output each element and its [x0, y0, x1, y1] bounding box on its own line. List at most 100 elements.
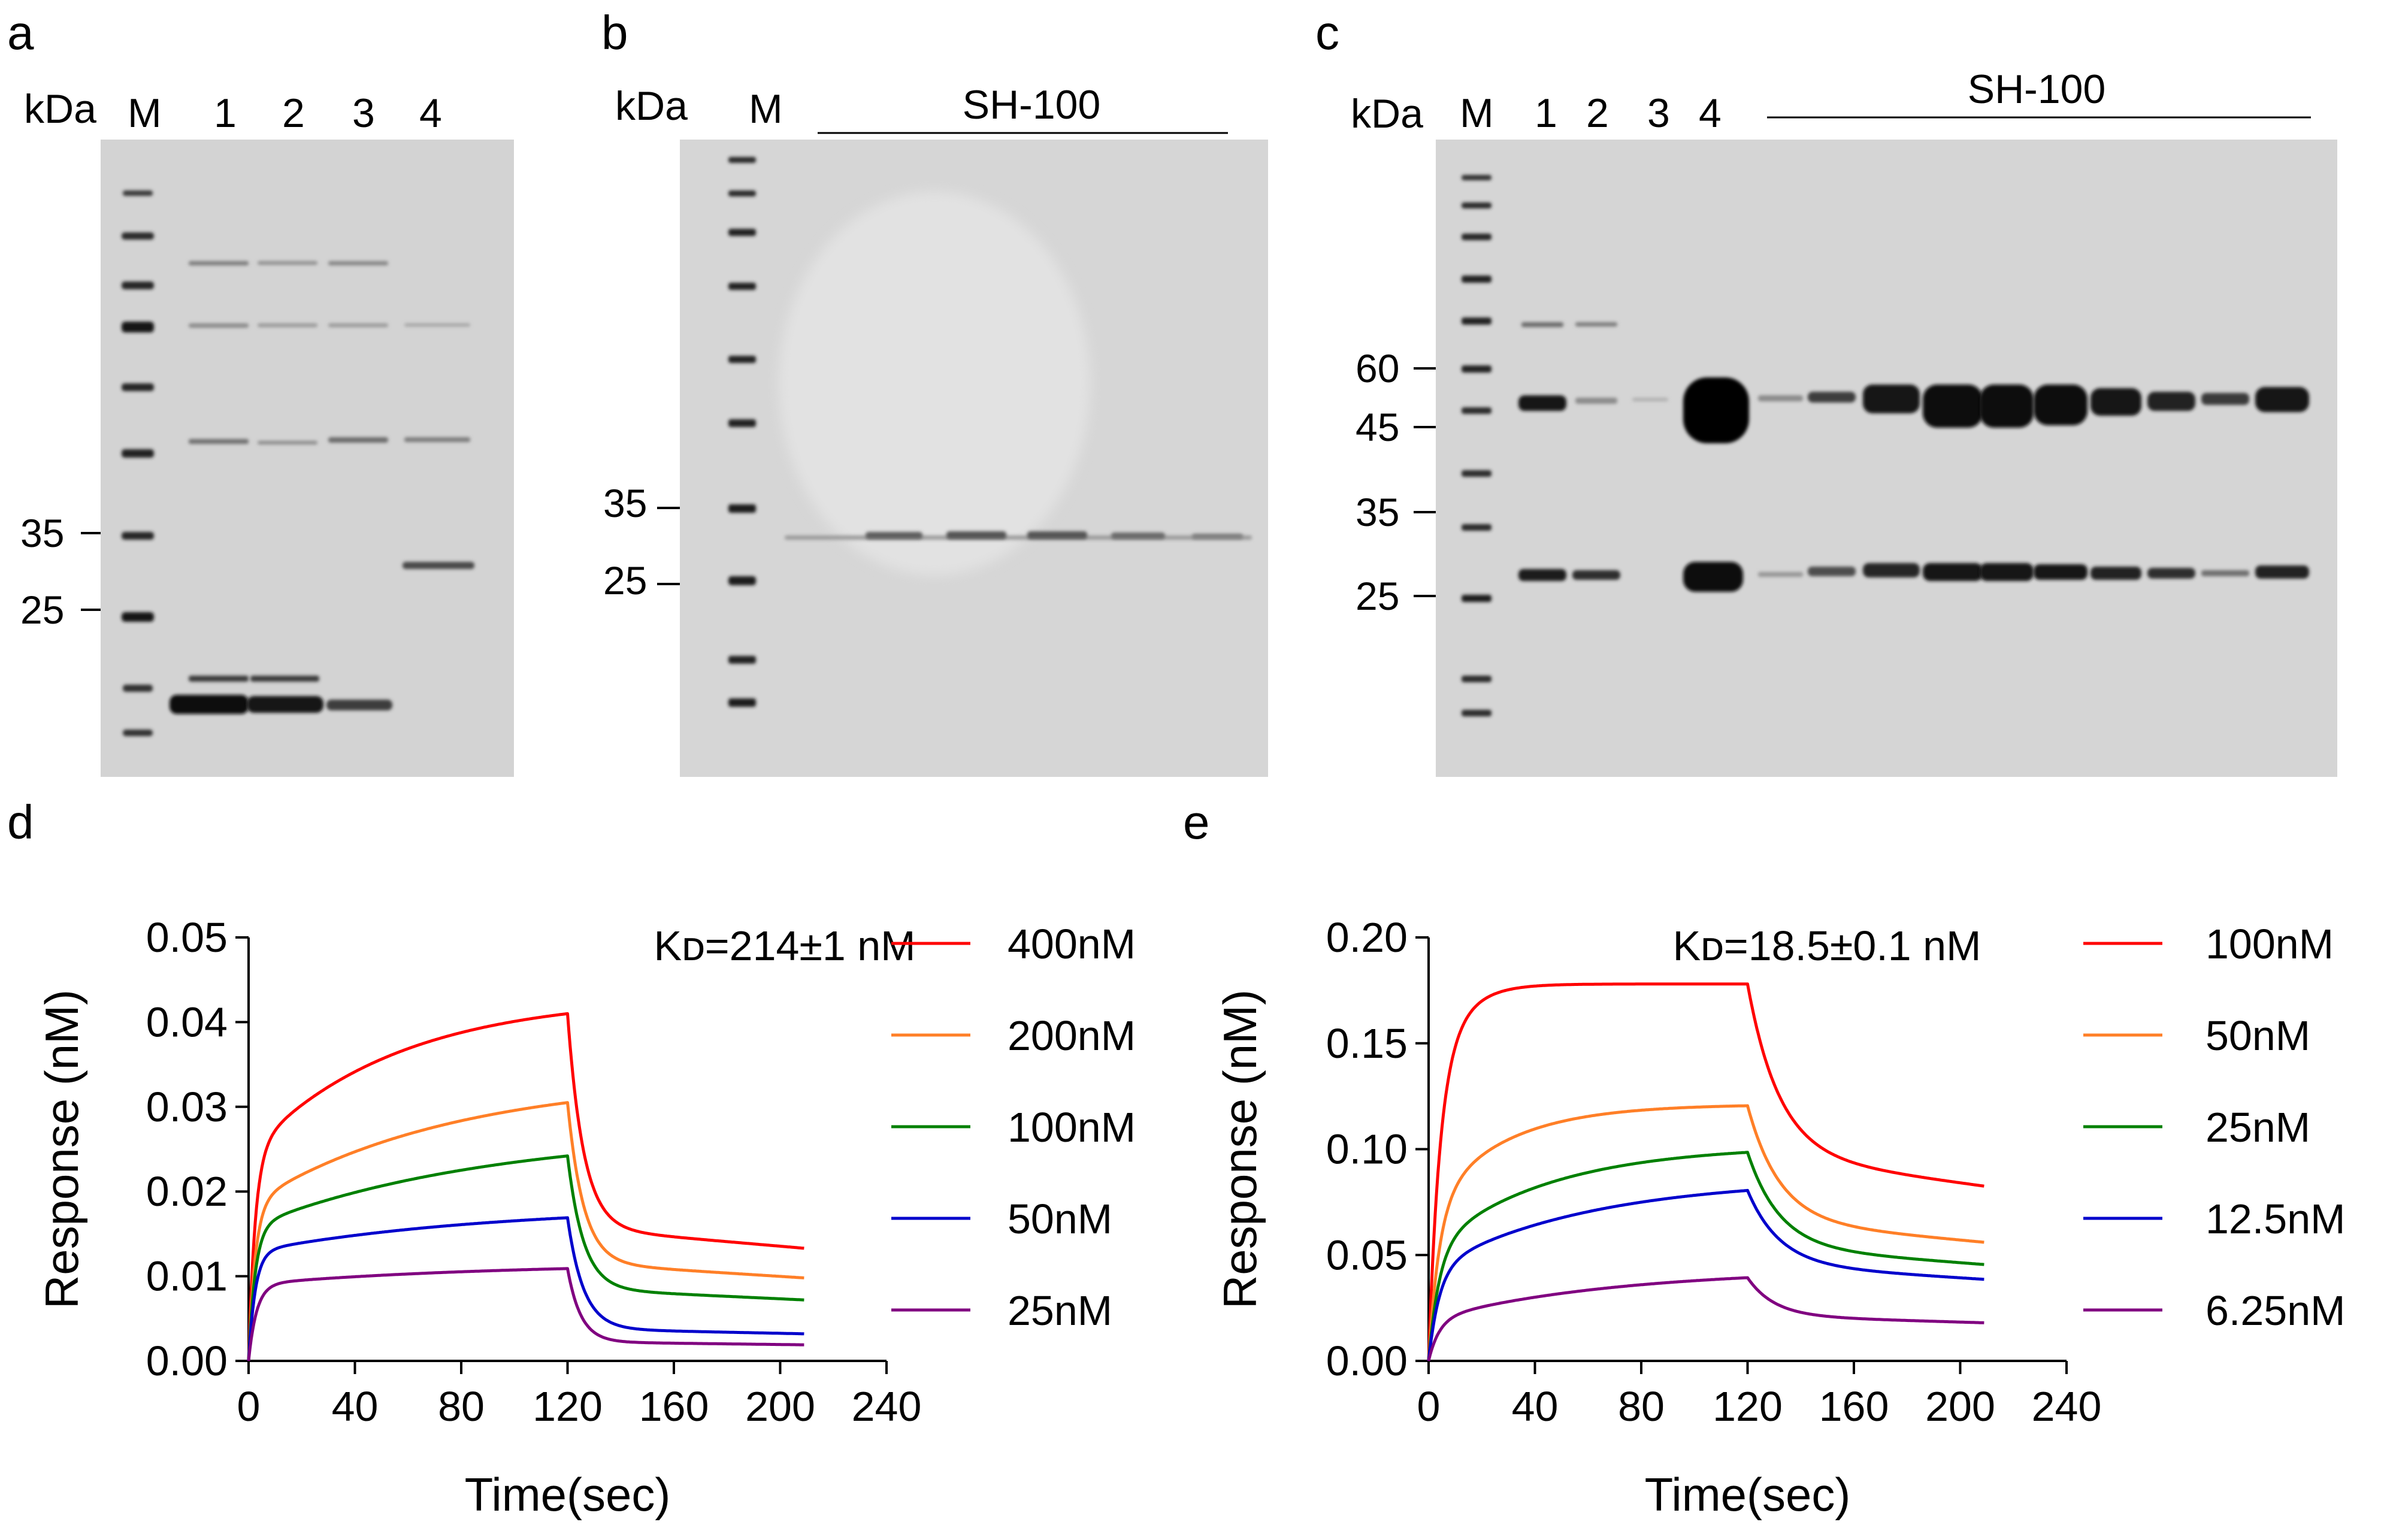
band [946, 531, 1006, 539]
y-tick-label: 0.05 [146, 914, 228, 961]
band [122, 232, 154, 240]
panel-c-lane-label: 3 [1647, 90, 1670, 136]
x-tick-label: 40 [1512, 1383, 1559, 1430]
band [866, 532, 922, 539]
series-line [247, 1267, 804, 1362]
x-tick-label: 0 [1417, 1383, 1441, 1430]
band [1027, 531, 1087, 539]
legend-label: 12.5nM [2205, 1196, 2345, 1242]
x-tick-label: 0 [237, 1383, 261, 1430]
band [1518, 569, 1566, 581]
kd-annotation: Kᴅ=18.5±0.1 nM [1673, 922, 1981, 969]
band [258, 261, 317, 265]
band [1518, 395, 1566, 411]
y-tick-label: 0.02 [146, 1168, 228, 1215]
band [1863, 563, 1920, 577]
panel-c-kda-label: kDa [1351, 91, 1423, 137]
panel-c: c kDa M 1 2 3 4 SH-100 [1315, 6, 2337, 777]
mw-label: 35 [20, 511, 64, 555]
chart-e: e 0.00 0.05 0.10 0.15 0.20 0 40 80 120 160 200 240 Ti… [1183, 795, 2345, 1521]
y-tick-label: 0.04 [146, 999, 228, 1045]
band [2201, 393, 2249, 405]
band [122, 532, 154, 540]
x-tick-label: 200 [745, 1383, 815, 1430]
band [728, 157, 756, 163]
band [728, 190, 756, 196]
band [189, 323, 249, 328]
y-tick-label: 0.05 [1326, 1232, 1408, 1278]
band [122, 383, 154, 391]
legend-label: 25nM [1008, 1287, 1112, 1334]
x-tick-label: 160 [639, 1383, 709, 1430]
y-axis-title: Response (nM) [1214, 990, 1266, 1309]
panel-a-marker-label: M [128, 90, 162, 136]
band [1923, 563, 1983, 581]
panel-a-lane-label: 3 [352, 90, 375, 136]
chart-d: d 0.00 0.01 0.02 0.03 0.04 0.05 0 40 80 120 160 200 2… [7, 795, 1136, 1521]
band [1462, 524, 1491, 531]
band [2147, 568, 2195, 579]
band [2201, 570, 2249, 576]
band [1462, 234, 1491, 240]
panel-c-lane-label: 4 [1699, 90, 1722, 136]
band [728, 698, 756, 707]
mw-label: 35 [603, 481, 647, 525]
band [728, 419, 756, 427]
gel-a-bands [122, 190, 474, 736]
band [1462, 676, 1491, 682]
band [189, 261, 249, 265]
band [328, 323, 388, 327]
x-tick-label: 40 [332, 1383, 379, 1430]
band [326, 700, 392, 710]
panel-c-lane-label: 1 [1535, 90, 1557, 136]
band [1462, 470, 1491, 477]
panel-d-letter: d [7, 795, 34, 849]
band [404, 323, 470, 326]
y-tick-label: 0.00 [146, 1338, 228, 1384]
band [728, 504, 756, 513]
x-tick-label: 120 [533, 1383, 603, 1430]
mw-label: 60 [1356, 346, 1399, 391]
panel-a-letter: a [7, 6, 34, 59]
band [1462, 317, 1491, 325]
band [1462, 710, 1491, 716]
band [1683, 562, 1743, 592]
x-tick-label: 240 [2032, 1383, 2102, 1430]
legend-label: 6.25nM [2205, 1287, 2345, 1334]
band [728, 283, 756, 290]
x-tick-label: 80 [1618, 1383, 1665, 1430]
band [1923, 385, 1983, 428]
band [2090, 567, 2141, 580]
band [2255, 565, 2309, 579]
band [404, 437, 470, 442]
band [1462, 276, 1491, 283]
panel-c-letter: c [1315, 6, 1339, 59]
y-tick-label: 0.20 [1326, 914, 1408, 961]
band [1683, 377, 1749, 443]
panel-b: b kDa M SH-100 35 25 [601, 6, 1268, 777]
mw-label: 45 [1356, 405, 1399, 449]
kd-annotation: Kᴅ=214±1 nM [654, 922, 916, 969]
series-line [1427, 1188, 1984, 1362]
gel-b-bands [728, 157, 1252, 707]
y-tick-label: 0.03 [146, 1084, 228, 1130]
legend-label: 400nM [1008, 921, 1136, 967]
band [1575, 322, 1617, 326]
gel-a [101, 140, 514, 777]
x-tick-label: 160 [1819, 1383, 1889, 1430]
panel-a-lane-label: 1 [214, 90, 237, 136]
band [123, 730, 153, 736]
mw-label: 35 [1356, 490, 1399, 534]
panel-b-marker-label: M [749, 86, 783, 132]
band [1111, 533, 1165, 539]
band [328, 437, 388, 443]
legend-label: 50nM [1008, 1196, 1112, 1242]
y-axis-title: Response (nM) [35, 990, 88, 1309]
band [728, 356, 756, 363]
band [189, 439, 249, 444]
band [258, 441, 317, 444]
legend-label: 100nM [1008, 1104, 1136, 1151]
band [2034, 385, 2087, 425]
gel-b-shading [779, 192, 1090, 575]
